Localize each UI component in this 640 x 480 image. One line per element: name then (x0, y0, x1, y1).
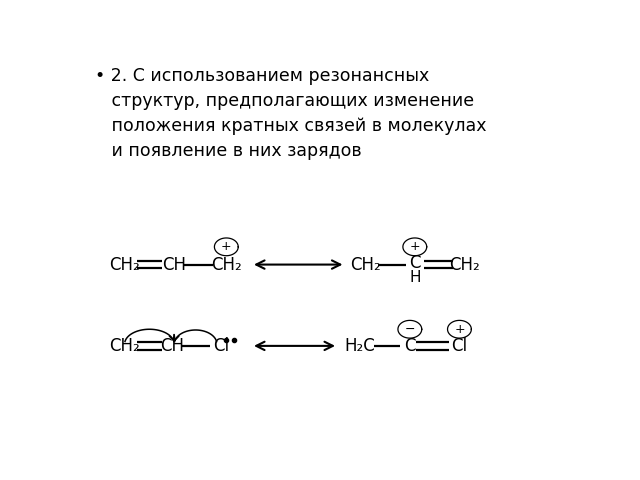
Text: Cl: Cl (451, 337, 467, 355)
Text: положения кратных связей в молекулах: положения кратных связей в молекулах (95, 117, 486, 135)
Text: H: H (409, 270, 420, 285)
Text: CH₂: CH₂ (109, 255, 140, 274)
Text: структур, предполагающих изменение: структур, предполагающих изменение (95, 92, 474, 110)
Text: H₂C: H₂C (345, 337, 376, 355)
Text: +: + (410, 240, 420, 253)
Text: CH₂: CH₂ (449, 255, 480, 274)
Text: CH: CH (163, 255, 186, 274)
Text: CH: CH (160, 337, 184, 355)
Text: C: C (404, 337, 415, 355)
Text: • 2. С использованием резонансных: • 2. С использованием резонансных (95, 67, 429, 85)
Text: Cl: Cl (213, 337, 229, 355)
Text: CH₂: CH₂ (350, 255, 381, 274)
Text: −: − (404, 323, 415, 336)
Text: CH₂: CH₂ (109, 337, 140, 355)
Text: C: C (409, 254, 420, 272)
Text: +: + (454, 323, 465, 336)
Text: и появление в них зарядов: и появление в них зарядов (95, 142, 362, 160)
Text: CH₂: CH₂ (211, 255, 242, 274)
Text: +: + (221, 240, 232, 253)
